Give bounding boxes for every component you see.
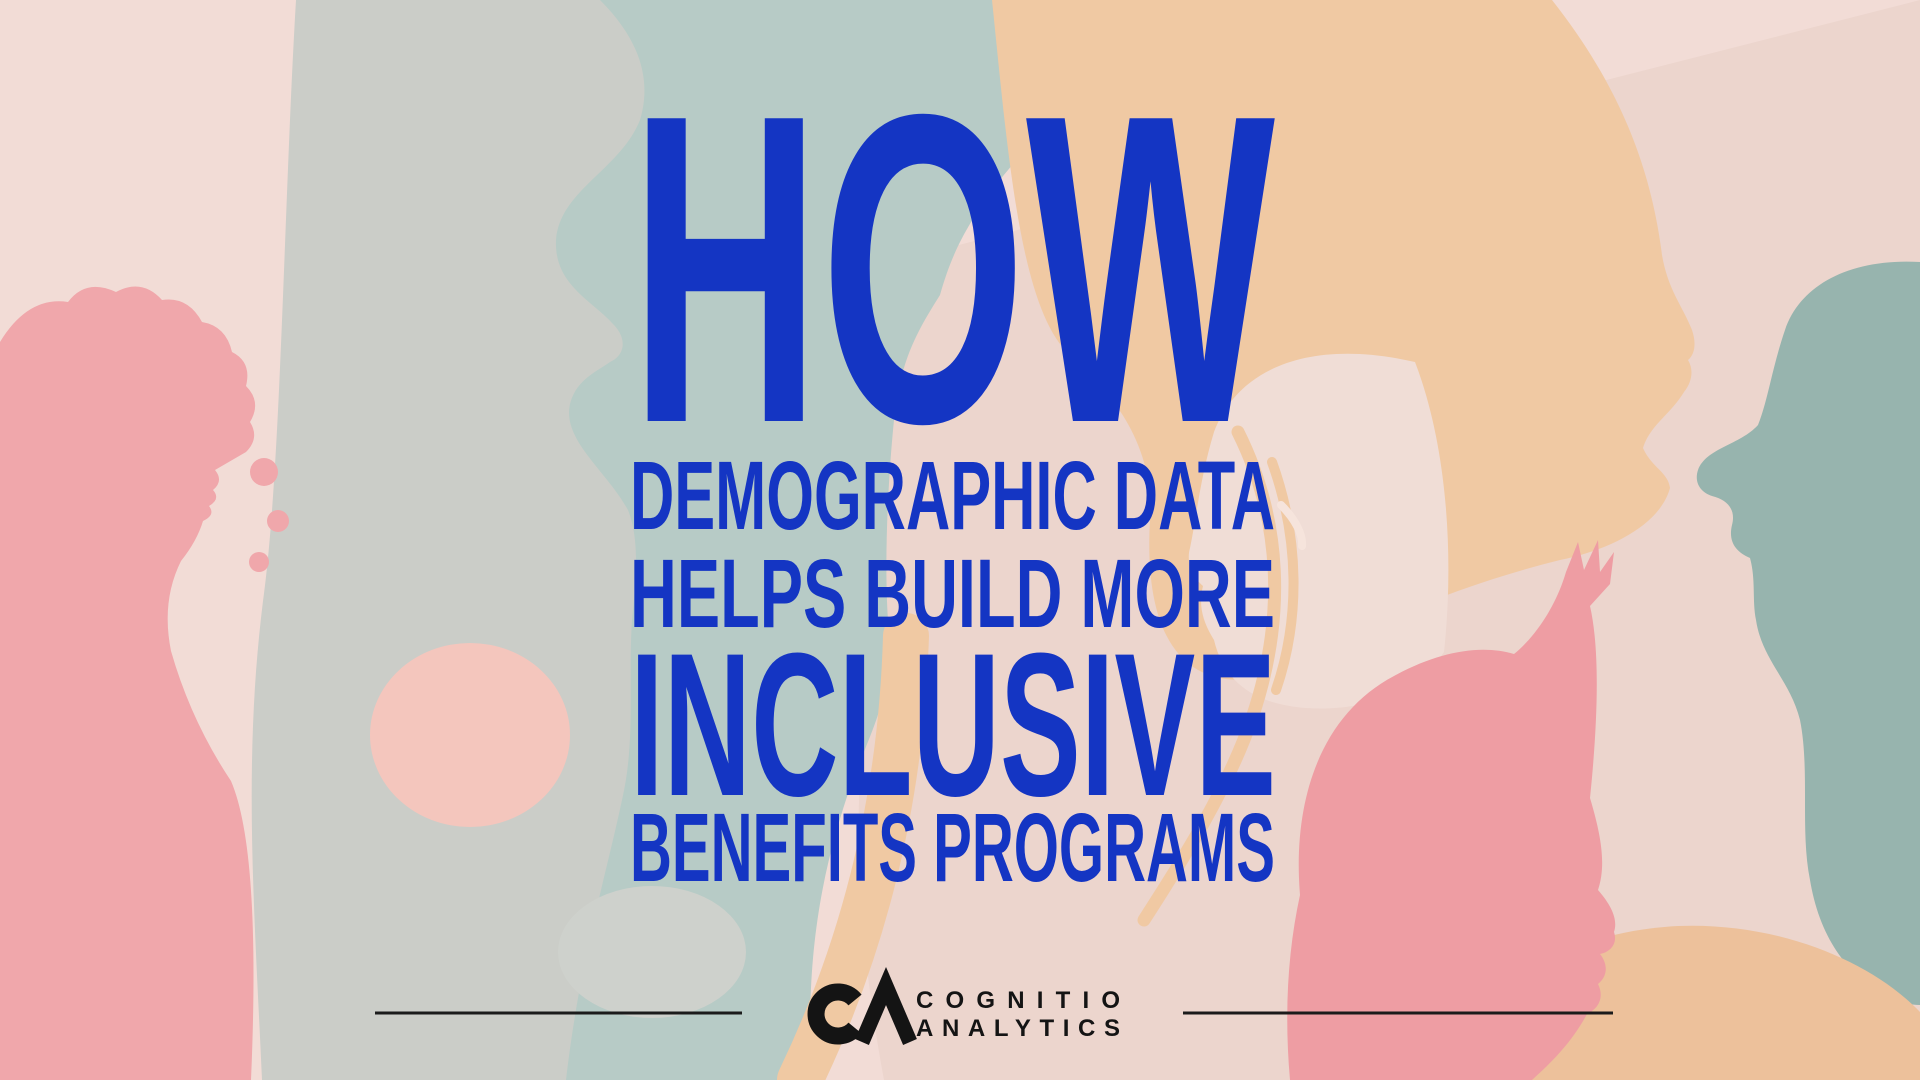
- silhouette-gray-man: [251, 0, 645, 1080]
- hair-lock: [777, 613, 929, 1080]
- logo-c-glyph: [807, 983, 862, 1045]
- silhouette-teal-man: [1696, 261, 1920, 1005]
- brand-name-line1: COGNITIO: [916, 987, 1120, 1014]
- title-line-4: INCLUSIVE: [630, 611, 1276, 839]
- salmon-curl-1: [250, 458, 278, 486]
- title-line-5: BENEFITS PROGRAMS: [630, 793, 1275, 902]
- silhouette-gray-hand: [558, 886, 746, 1018]
- hair-strand-2: [1267, 457, 1299, 695]
- hair-highlight: [1277, 501, 1307, 550]
- salmon-curl-3: [249, 552, 269, 572]
- silhouette-salmon-woman: [0, 286, 256, 1080]
- brand-name-line2: ANALYTICS: [916, 1015, 1120, 1042]
- cognitio-analytics-logo-icon: [807, 966, 917, 1045]
- silhouette-coral-person: [1287, 540, 1616, 1080]
- logo-a-glyph: [855, 966, 917, 1045]
- silhouette-peach-woman: [992, 0, 1695, 680]
- title-line-1: HOW: [630, 24, 1277, 515]
- salmon-curl-2: [267, 510, 289, 532]
- silhouette-peach-woman-face: [1188, 353, 1449, 709]
- silhouette-blush-blob: [370, 643, 570, 827]
- hair-strand-1: [1137, 425, 1282, 927]
- title-line-3: HELPS BUILD MORE: [630, 539, 1275, 648]
- title-line-2: DEMOGRAPHIC DATA: [630, 441, 1275, 550]
